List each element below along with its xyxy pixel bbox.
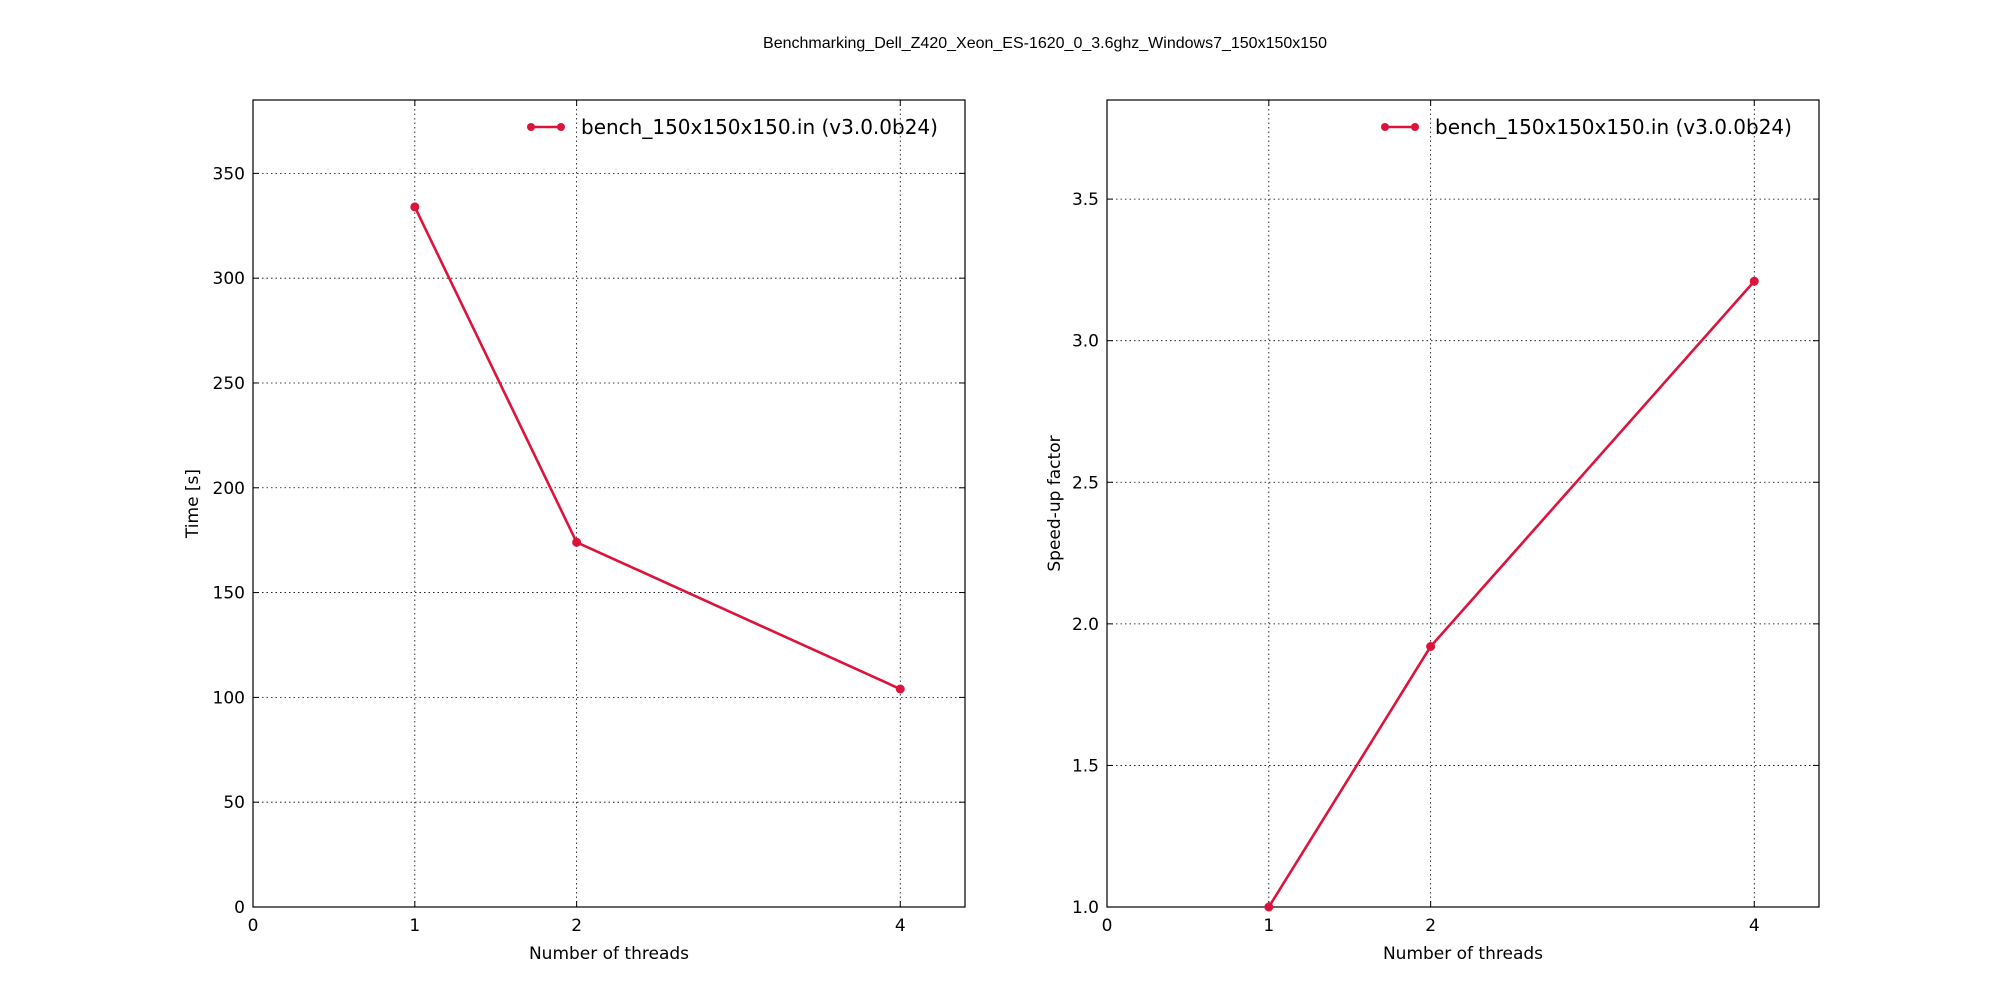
plot-frame (1106, 99, 1820, 908)
legend-marker (1411, 123, 1419, 131)
speedup-plot: 0 1 2 4 1.0 1.5 2.0 2.5 3.0 3.5 Number of threads S… (1045, 99, 1820, 964)
y-tick-label: 2.5 (1072, 473, 1099, 493)
y-tick-label: 3.5 (1072, 190, 1099, 210)
legend-marker (557, 123, 565, 131)
series-line (413, 206, 901, 691)
x-axis-label: Number of threads (529, 944, 689, 964)
y-tick-label: 250 (213, 374, 245, 394)
legend-label: bench_150x150x150.in (v3.0.0b24) (1435, 115, 1792, 139)
y-tick-label: 150 (213, 584, 245, 604)
x-tick-label: 1 (409, 916, 420, 936)
y-axis-label: Time [s] (183, 469, 203, 539)
y-tick-label: 3.0 (1072, 332, 1099, 352)
y-tick-label: 350 (213, 164, 245, 184)
legend-label: bench_150x150x150.in (v3.0.0b24) (581, 115, 938, 139)
y-tick-label: 300 (213, 269, 245, 289)
data-point (895, 684, 905, 694)
x-tick-label: 0 (248, 916, 259, 936)
y-tick-label: 2.0 (1072, 615, 1099, 635)
y-tick-label: 100 (213, 688, 245, 708)
data-point (572, 537, 582, 547)
x-tick-label: 4 (895, 916, 906, 936)
time-plot: 0 1 2 4 0 50 100 150 200 250 300 350 Number of threa… (183, 99, 966, 964)
y-tick-label: 200 (213, 479, 245, 499)
series-line (1267, 280, 1756, 908)
y-axis-label: Speed-up factor (1045, 435, 1065, 571)
y-tick-label: 1.0 (1072, 898, 1099, 918)
data-point (1426, 641, 1436, 651)
plot-frame (252, 99, 966, 908)
data-point (1749, 276, 1759, 286)
x-tick-label: 2 (1425, 916, 1436, 936)
legend-marker (1381, 123, 1389, 131)
figure-title: Benchmarking_Dell_Z420_Xeon_ES-1620_0_3.… (763, 35, 1327, 52)
x-tick-label: 1 (1263, 916, 1274, 936)
y-tick-label: 0 (234, 898, 245, 918)
data-point (410, 202, 420, 212)
x-tick-label: 2 (571, 916, 582, 936)
data-point (1264, 902, 1274, 912)
x-tick-label: 0 (1102, 916, 1113, 936)
y-tick-label: 50 (223, 793, 245, 813)
x-axis-label: Number of threads (1383, 944, 1543, 964)
legend-marker (527, 123, 535, 131)
y-tick-label: 1.5 (1072, 756, 1099, 776)
x-tick-label: 4 (1749, 916, 1760, 936)
